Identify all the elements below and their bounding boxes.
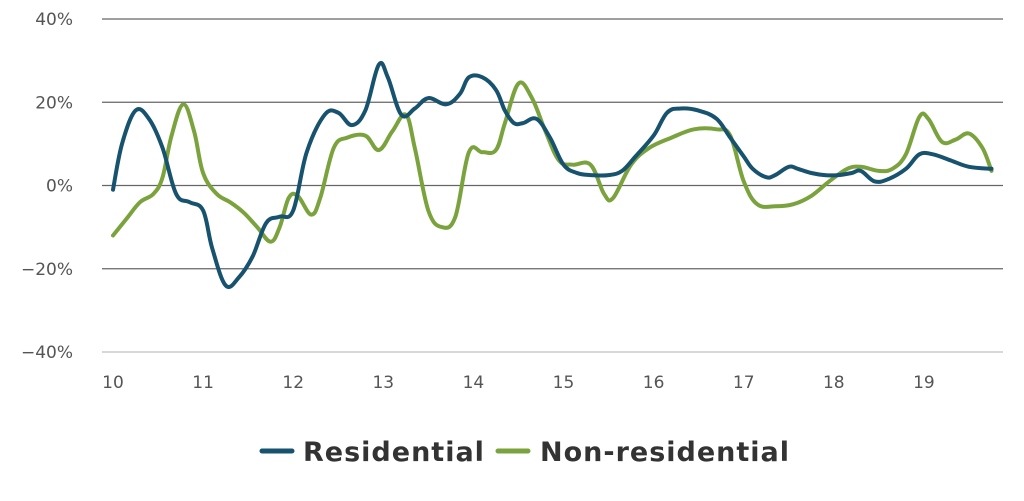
legend-label-residential: Residential: [303, 437, 485, 468]
x-tick-label: 18: [823, 373, 845, 393]
legend-label-non-residential: Non-residential: [540, 437, 790, 468]
y-tick-label: 20%: [35, 93, 73, 113]
x-tick-label: 15: [553, 373, 575, 393]
legend: Residential Non-residential: [259, 437, 790, 468]
y-axis-ticks: 40% 20% 0% −20% −40%: [21, 10, 73, 363]
x-tick-label: 11: [192, 373, 214, 393]
x-tick-label: 19: [913, 373, 935, 393]
x-tick-label: 13: [372, 373, 394, 393]
y-tick-label: −40%: [21, 343, 73, 363]
x-tick-label: 16: [643, 373, 665, 393]
x-tick-label: 10: [102, 373, 124, 393]
x-axis-ticks: 10 11 12 13 14 15 16 17 18 19: [102, 373, 935, 393]
y-tick-label: −20%: [21, 260, 73, 280]
series-line-residential: [111, 60, 994, 290]
series-line-non-residential: [111, 80, 994, 244]
x-tick-label: 12: [282, 373, 304, 393]
grid-lines: [102, 18, 1003, 353]
x-tick-label: 14: [463, 373, 485, 393]
y-tick-label: 40%: [35, 10, 73, 30]
y-tick-label: 0%: [46, 177, 73, 197]
series-lines: [111, 60, 994, 290]
x-tick-label: 17: [733, 373, 755, 393]
